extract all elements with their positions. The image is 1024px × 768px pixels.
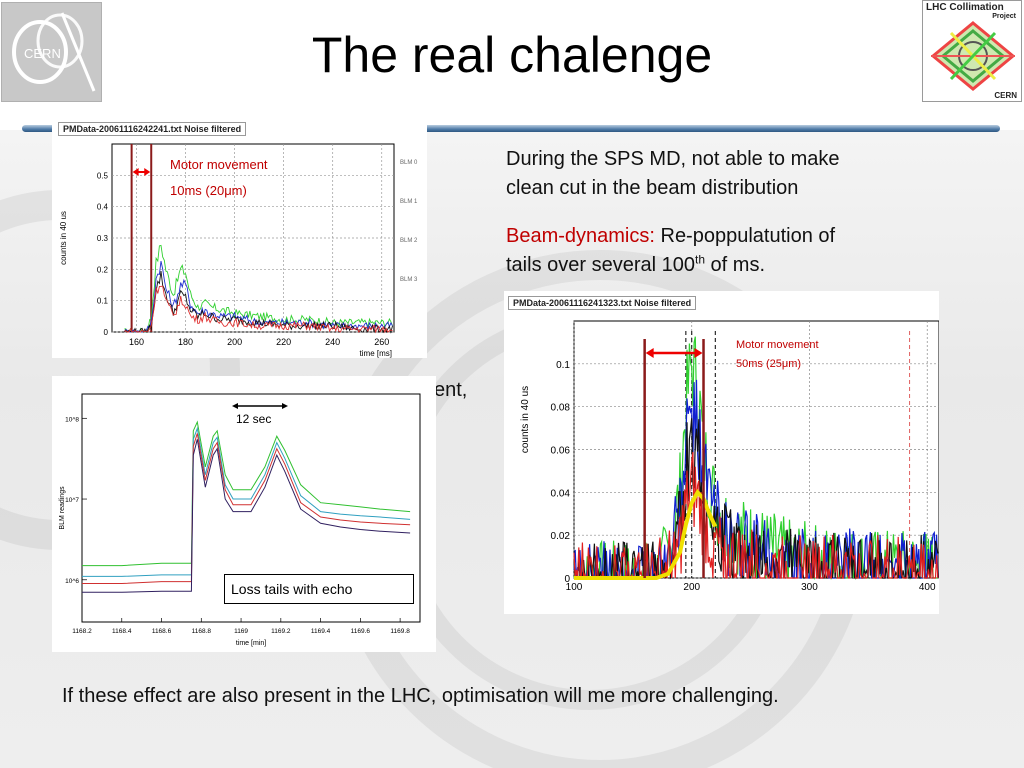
- chart1-annotation-line1: Motor movement: [170, 157, 268, 172]
- chart1-ytick-label: 0.3: [97, 234, 109, 243]
- chart1-legend-entry: BLM 0: [400, 160, 418, 166]
- chart3-annotation-line1: Motor movement: [736, 339, 819, 351]
- chart1-panel: 160 180 200 220 240 260 0 0.1 0.2 0.3 0.4 0.5 counts…: [52, 122, 427, 358]
- para1-line1: During the SPS MD, not able to make: [506, 148, 840, 170]
- slide-title: The real chalenge: [311, 27, 713, 83]
- chart3-xtick-label: 400: [919, 582, 936, 593]
- chart1-xtick-label: 180: [178, 337, 193, 347]
- chart3-ylabel: counts in 40 us: [520, 386, 531, 453]
- para2-line2-b: of ms.: [705, 254, 766, 276]
- chart2-xtick-label: 1168.8: [192, 628, 212, 635]
- chart1-xtick-label: 200: [227, 337, 242, 347]
- chart1-annotation-line2: 10ms (20μm): [170, 183, 247, 198]
- chart3-series-4: [573, 452, 939, 580]
- chart1-xtick-label: 160: [129, 337, 144, 347]
- chart3-ytick-label: 0.02: [551, 531, 571, 542]
- chart3-xtick-label: 100: [566, 582, 583, 593]
- para2-superscript: th: [694, 252, 705, 267]
- chart3-annotation-line2: 50ms (25μm): [736, 358, 802, 370]
- echo-label-text: Loss tails with echo: [231, 581, 353, 597]
- chart1-series-blm-3: [123, 270, 393, 334]
- para2-line2-a: tails over several 100: [506, 254, 695, 276]
- chart3-ytick-label: 0: [564, 574, 570, 585]
- chart2-ylabel: BLM readings: [59, 486, 66, 530]
- chart1-ytick-label: 0.1: [97, 297, 109, 306]
- chart2-ytick-label: 10^6: [65, 578, 79, 585]
- chart2-xtick-label: 1169.2: [271, 628, 291, 635]
- title-divider-bar: [22, 125, 1000, 132]
- cern-logo: CERN: [1, 2, 102, 102]
- chart2-xtick-label: 1169.8: [390, 628, 410, 635]
- chart1-ytick-label: 0.4: [97, 203, 109, 212]
- chart2-xlabel: time [min]: [236, 640, 266, 647]
- chart3-ytick-label: 0.06: [551, 446, 571, 457]
- chart3-panel-title: PMData-20061116241323.txt Noise filtered: [508, 296, 697, 310]
- chart2-xtick-label: 1169.4: [311, 628, 331, 635]
- chart2-arrowhead-left: [232, 403, 238, 409]
- beam-dynamics-label: Beam-dynamics:: [506, 225, 655, 247]
- echo-label-box: Loss tails with echo: [224, 574, 414, 604]
- chart1-series-blm-0: [124, 285, 393, 334]
- bottom-conclusion: If these effect are also present in the …: [62, 685, 779, 707]
- chart1-legend-entry: BLM 2: [400, 238, 418, 244]
- obscured-text-fragment: ent,: [434, 379, 468, 401]
- chart1-series-blm-2: [124, 244, 393, 333]
- chart2-arrow-label: 12 sec: [236, 412, 272, 426]
- chart1-panel-title: PMData-20061116242241.txt Noise filtered: [58, 122, 247, 136]
- chart1-ytick-label: 0.2: [97, 265, 109, 274]
- chart1-ylabel: counts in 40 us: [59, 211, 68, 265]
- chart1-arrowhead-right: [144, 168, 151, 176]
- svg-text:CERN: CERN: [24, 46, 61, 61]
- chart1-xtick-label: 240: [325, 337, 340, 347]
- chart2-series-4: [82, 439, 411, 593]
- chart1-legend-entry: BLM 1: [400, 199, 418, 205]
- lhc-collimation-logo: LHC Collimation Project CERN: [922, 0, 1022, 102]
- chart1-legend-entry: BLM 3: [400, 277, 418, 283]
- chart2-arrowhead-right: [282, 403, 288, 409]
- chart3-ytick-label: 0.08: [551, 403, 571, 414]
- para2-rest: Re-poppulatution of: [654, 225, 836, 247]
- chart2-xtick-label: 1168.4: [112, 628, 132, 635]
- chart3-svg: 100 200 300 400 0 0.02 0.04 0.06 0.08 0.1 counts i…: [520, 320, 939, 593]
- chart3-ytick-label: 0.1: [556, 360, 570, 371]
- chart2-ytick-label: 10^8: [65, 416, 79, 423]
- chart3-arrowhead-right: [694, 348, 703, 358]
- chart2-xtick-label: 1168.6: [152, 628, 172, 635]
- para2-line1: Beam-dynamics: Re-poppulatution of: [506, 222, 835, 251]
- chart2-xtick-label: 1169: [234, 628, 248, 635]
- chart1-ytick-label: 0.5: [97, 171, 109, 180]
- chart3-arrowhead-left: [645, 348, 654, 358]
- chart2-ytick-label: 10^7: [65, 497, 79, 504]
- chart3-panel: 100 200 300 400 0 0.02 0.04 0.06 0.08 0.1 counts i…: [504, 291, 939, 614]
- chart1-xlabel: time [ms]: [360, 349, 392, 358]
- chart3-xtick-label: 300: [801, 582, 818, 593]
- chart3-xtick-label: 200: [683, 582, 700, 593]
- chart1-xtick-label: 220: [276, 337, 291, 347]
- chart1-arrowhead-left: [132, 168, 139, 176]
- chart2-xtick-label: 1169.6: [351, 628, 371, 635]
- chart1-ytick-label: 0: [104, 328, 109, 337]
- chart2-panel: 1168.2 1168.4 1168.6 1168.8 1169 1169.2 1169.4…: [52, 376, 436, 652]
- chart1-xtick-label: 260: [374, 337, 389, 347]
- para1-line2: clean cut in the beam distribution: [506, 177, 799, 199]
- para2-line2: tails over several 100th of ms.: [506, 251, 765, 280]
- chart3-ytick-label: 0.04: [551, 488, 571, 499]
- chart1-svg: 160 180 200 220 240 260 0 0.1 0.2 0.3 0.4 0.5 counts…: [59, 143, 418, 358]
- chart2-xtick-label: 1168.2: [72, 628, 92, 635]
